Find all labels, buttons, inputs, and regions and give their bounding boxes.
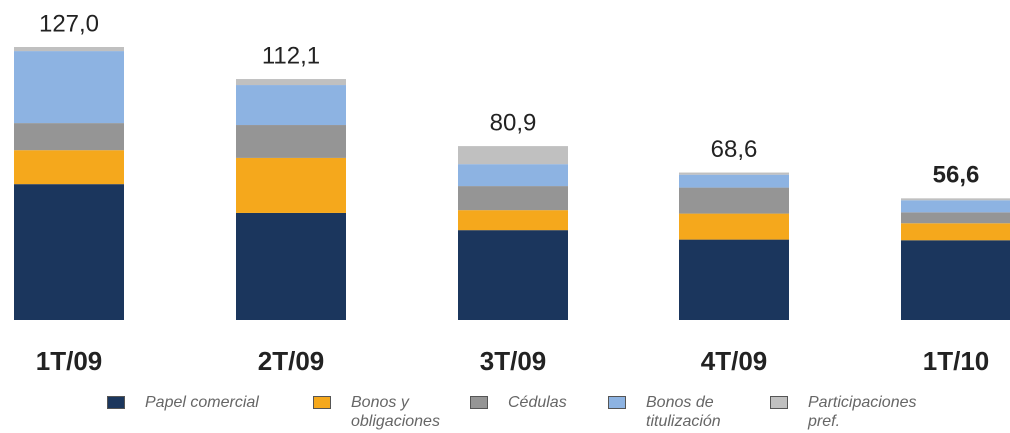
bar-segment	[458, 230, 568, 320]
bar-segment	[458, 186, 568, 211]
bar-segment	[901, 212, 1010, 224]
bar-segment	[236, 85, 346, 126]
bar-segment	[679, 174, 789, 188]
legend-item: Papel comercial	[107, 393, 297, 412]
bar-segment	[236, 212, 346, 320]
bar-segment	[901, 223, 1010, 241]
legend-swatch	[313, 396, 331, 409]
bar-segment	[679, 172, 789, 175]
total-label: 56,6	[933, 162, 980, 189]
legend-label: Papel comercial	[145, 394, 259, 411]
bar-segment	[901, 200, 1010, 213]
legend-swatch	[107, 396, 125, 409]
legend-label: Cédulas	[508, 394, 567, 411]
legend-label: Bonos y obligaciones	[351, 394, 440, 430]
bar-segment	[236, 79, 346, 86]
bar-segment	[14, 51, 124, 124]
bar-segment	[14, 123, 124, 151]
x-tick-label: 1T/10	[923, 346, 990, 376]
bar-segment	[236, 125, 346, 158]
bar-segment	[679, 213, 789, 240]
bar-segment	[901, 240, 1010, 320]
legend-swatch	[770, 396, 788, 409]
bar-segment	[679, 187, 789, 214]
bar-segment	[458, 146, 568, 165]
legend-item: Bonos de titulización	[608, 393, 748, 431]
bar-segment	[458, 210, 568, 231]
legend-label: Participaciones pref.	[808, 394, 917, 430]
legend-item: Participaciones pref.	[770, 393, 950, 431]
legend-swatch	[470, 396, 488, 409]
x-tick-label: 2T/09	[258, 346, 325, 376]
x-tick-label: 1T/09	[36, 346, 103, 376]
bar-segment	[901, 198, 1010, 201]
total-label: 127,0	[39, 10, 99, 37]
bar-segment	[236, 157, 346, 213]
total-label: 112,1	[262, 42, 320, 69]
bar-segment	[679, 239, 789, 320]
x-tick-label: 3T/09	[480, 346, 547, 376]
bar-segment	[14, 150, 124, 185]
total-label: 68,6	[711, 136, 758, 163]
legend-label: Bonos de titulización	[646, 394, 721, 430]
legend-item: Bonos y obligaciones	[313, 393, 443, 431]
bar-segment	[458, 164, 568, 187]
bar-segment	[14, 47, 124, 52]
total-label: 80,9	[490, 109, 537, 136]
bar-segment	[14, 184, 124, 320]
legend-swatch	[608, 396, 626, 409]
legend-item: Cédulas	[470, 393, 580, 412]
x-tick-label: 4T/09	[701, 346, 768, 376]
